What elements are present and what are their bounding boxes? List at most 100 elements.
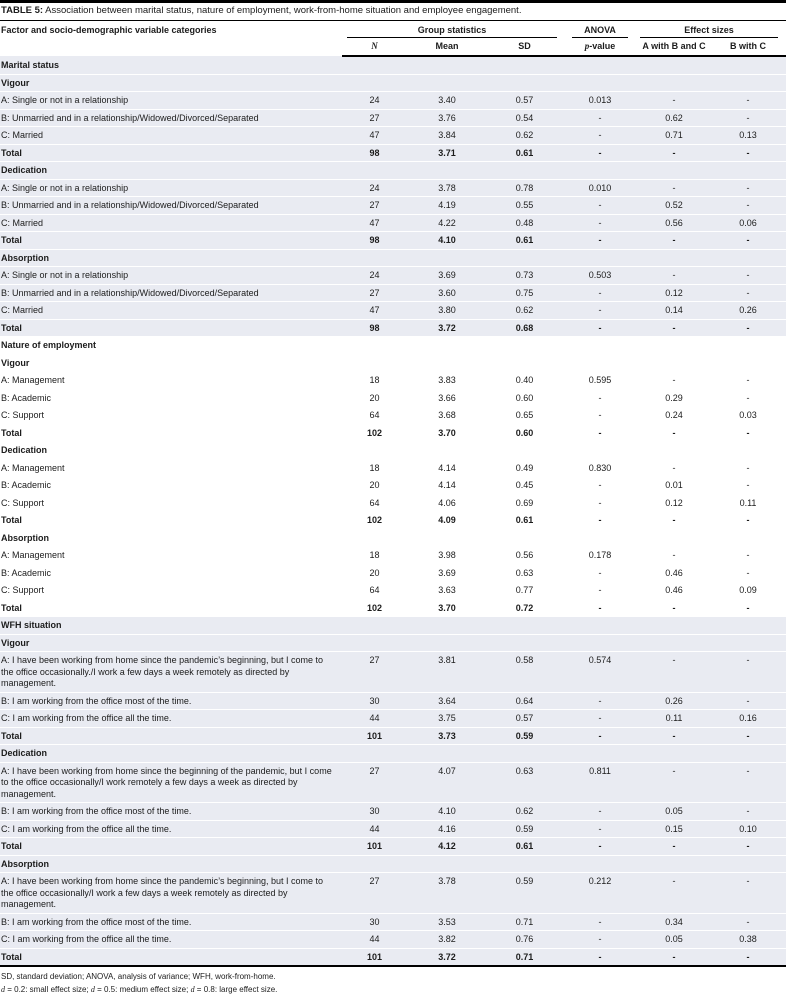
- cell-p-value: 0.830: [562, 459, 638, 477]
- table-row: B: I am working from the office most of …: [0, 802, 786, 821]
- table-row: A: Management 18 4.14 0.49 0.830- -: [0, 459, 786, 477]
- footnote-effect-sizes: d = 0.2: small effect size; d = 0.5: med…: [1, 984, 278, 994]
- cell-a-with-b-and-c: -: [638, 651, 710, 693]
- cell-n: 101: [342, 948, 407, 967]
- cell-n: 64: [342, 494, 407, 512]
- engagement-table: Factor and socio-demographic variable ca…: [0, 21, 786, 967]
- cell-mean: 3.83: [407, 371, 487, 390]
- row-label: B: I am working from the office most of …: [0, 692, 342, 710]
- cell-n: 98: [342, 144, 407, 162]
- table-row: Total 102 3.70 0.60- - -: [0, 424, 786, 442]
- table-row: A: Single or not in a relationship 24 3.40…: [0, 91, 786, 110]
- table-row: Total 98 3.71 0.61- - -: [0, 144, 786, 162]
- cell-n: 27: [342, 762, 407, 803]
- cell-p-value: -: [562, 231, 638, 250]
- cell-n: 44: [342, 930, 407, 949]
- row-label: Total: [0, 144, 342, 162]
- cell-mean: 3.82: [407, 930, 487, 949]
- table-row: C: Support 64 3.63 0.77-0.46 0.09: [0, 581, 786, 600]
- cell-sd: 0.71: [487, 948, 562, 967]
- row-label: A: I have been working from home since t…: [0, 872, 342, 914]
- cell-b-with-c: -: [710, 837, 786, 856]
- row-label: C: Support: [0, 494, 342, 512]
- table-header: Factor and socio-demographic variable ca…: [0, 21, 786, 57]
- cell-p-value: 0.595: [562, 371, 638, 390]
- cell-mean: 3.69: [407, 564, 487, 582]
- subsection-header-row: Absorption: [0, 855, 786, 873]
- cell-b-with-c: -: [710, 872, 786, 914]
- cell-a-with-b-and-c: -: [638, 762, 710, 803]
- table-row: C: Married 47 3.84 0.62-0.71 0.13: [0, 126, 786, 145]
- cell-a-with-b-and-c: -: [638, 837, 710, 856]
- cell-a-with-b-and-c: -: [638, 144, 710, 162]
- cell-mean: 4.22: [407, 214, 487, 232]
- row-label: C: Married: [0, 126, 342, 145]
- cell-b-with-c: -: [710, 727, 786, 745]
- cell-b-with-c: -: [710, 599, 786, 617]
- cell-mean: 3.80: [407, 301, 487, 320]
- cell-a-with-b-and-c: 0.05: [638, 802, 710, 821]
- cell-b-with-c: 0.26: [710, 301, 786, 320]
- cell-b-with-c: -: [710, 546, 786, 565]
- cell-b-with-c: -: [710, 651, 786, 693]
- cell-sd: 0.72: [487, 599, 562, 617]
- cell-mean: 4.12: [407, 837, 487, 856]
- row-label: C: Support: [0, 581, 342, 600]
- row-label: C: Support: [0, 406, 342, 425]
- cell-sd: 0.59: [487, 872, 562, 914]
- cell-p-value: -: [562, 214, 638, 232]
- cell-sd: 0.73: [487, 266, 562, 285]
- cell-b-with-c: -: [710, 802, 786, 821]
- cell-sd: 0.63: [487, 564, 562, 582]
- cell-sd: 0.61: [487, 144, 562, 162]
- subsection-header-row: Dedication: [0, 441, 786, 460]
- cell-a-with-b-and-c: 0.15: [638, 820, 710, 838]
- cell-sd: 0.65: [487, 406, 562, 425]
- table-row: C: I am working from the office all the …: [0, 820, 786, 838]
- column-header-p-value: p-value: [562, 38, 638, 57]
- section-header-row: Nature of employment: [0, 336, 786, 355]
- row-label: A: I have been working from home since t…: [0, 762, 342, 803]
- table-body: Marital status Vigour A: Single or not in …: [0, 56, 786, 967]
- cell-mean: 3.69: [407, 266, 487, 285]
- cell-sd: 0.62: [487, 802, 562, 821]
- cell-b-with-c: -: [710, 91, 786, 110]
- cell-a-with-b-and-c: -: [638, 424, 710, 442]
- cell-b-with-c: -: [710, 459, 786, 477]
- cell-a-with-b-and-c: -: [638, 511, 710, 530]
- column-header-a-with-b-and-c: A with B and C: [638, 38, 710, 57]
- cell-sd: 0.57: [487, 91, 562, 110]
- cell-p-value: 0.574: [562, 651, 638, 693]
- cell-p-value: -: [562, 599, 638, 617]
- cell-b-with-c: -: [710, 284, 786, 302]
- cell-b-with-c: -: [710, 564, 786, 582]
- table-row: C: Support 64 3.68 0.65-0.24 0.03: [0, 406, 786, 425]
- cell-mean: 3.40: [407, 91, 487, 110]
- table-row: A: I have been working from home since t…: [0, 762, 786, 803]
- table-row: Total 101 3.72 0.71- - -: [0, 948, 786, 967]
- cell-a-with-b-and-c: 0.12: [638, 494, 710, 512]
- cell-mean: 3.68: [407, 406, 487, 425]
- subsection-header-row: Vigour: [0, 354, 786, 372]
- row-label: C: Married: [0, 301, 342, 320]
- row-label: Nature of employment: [0, 336, 786, 355]
- column-header-sd: SD: [487, 38, 562, 57]
- cell-b-with-c: -: [710, 144, 786, 162]
- cell-mean: 3.70: [407, 599, 487, 617]
- cell-n: 27: [342, 651, 407, 693]
- cell-sd: 0.71: [487, 913, 562, 931]
- row-label: B: Unmarried and in a relationship/Widow…: [0, 196, 342, 215]
- cell-a-with-b-and-c: -: [638, 872, 710, 914]
- cell-sd: 0.64: [487, 692, 562, 710]
- cell-a-with-b-and-c: -: [638, 599, 710, 617]
- cell-n: 20: [342, 564, 407, 582]
- cell-sd: 0.68: [487, 319, 562, 337]
- cell-mean: 4.19: [407, 196, 487, 215]
- row-label: B: I am working from the office most of …: [0, 802, 342, 821]
- table-row: C: Married 47 4.22 0.48-0.56 0.06: [0, 214, 786, 232]
- cell-sd: 0.45: [487, 476, 562, 495]
- table-row: B: Unmarried and in a relationship/Widow…: [0, 284, 786, 302]
- cell-sd: 0.63: [487, 762, 562, 803]
- cell-mean: 4.06: [407, 494, 487, 512]
- cell-sd: 0.61: [487, 231, 562, 250]
